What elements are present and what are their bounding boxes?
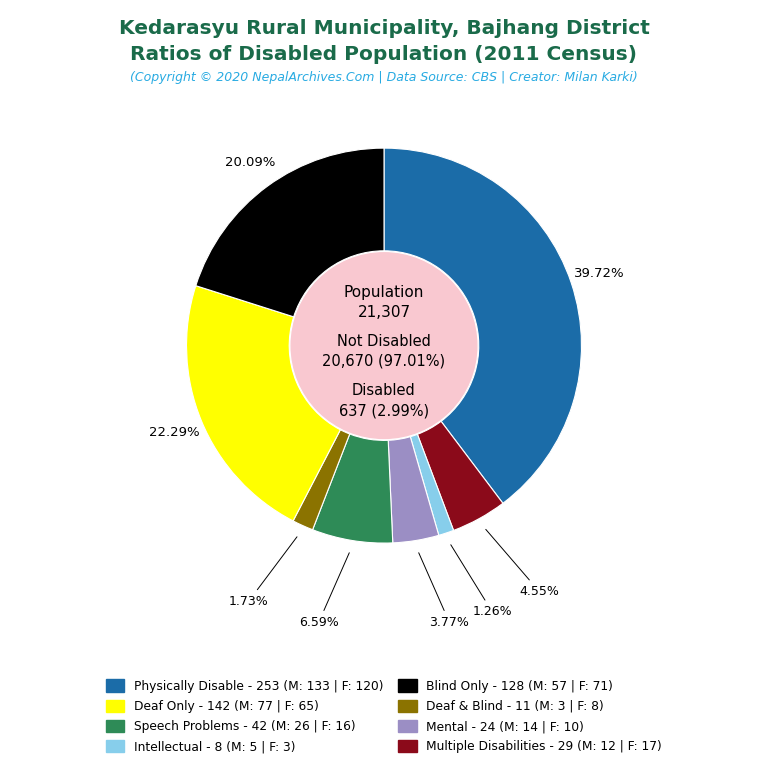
Wedge shape bbox=[187, 286, 340, 521]
Circle shape bbox=[291, 253, 477, 439]
Text: 1.26%: 1.26% bbox=[451, 545, 512, 618]
Text: 39.72%: 39.72% bbox=[574, 267, 624, 280]
Wedge shape bbox=[384, 148, 581, 503]
Text: Kedarasyu Rural Municipality, Bajhang District: Kedarasyu Rural Municipality, Bajhang Di… bbox=[118, 19, 650, 38]
Text: (Copyright © 2020 NepalArchives.Com | Data Source: CBS | Creator: Milan Karki): (Copyright © 2020 NepalArchives.Com | Da… bbox=[130, 71, 638, 84]
Wedge shape bbox=[388, 437, 439, 543]
Wedge shape bbox=[196, 148, 384, 317]
Text: 3.77%: 3.77% bbox=[419, 553, 469, 629]
Wedge shape bbox=[417, 422, 503, 531]
Text: 1.73%: 1.73% bbox=[229, 537, 297, 607]
Text: Population
21,307: Population 21,307 bbox=[344, 285, 424, 319]
Text: 20.09%: 20.09% bbox=[225, 156, 275, 169]
Text: Ratios of Disabled Population (2011 Census): Ratios of Disabled Population (2011 Cens… bbox=[131, 45, 637, 64]
Wedge shape bbox=[293, 430, 349, 530]
Text: 4.55%: 4.55% bbox=[486, 529, 559, 598]
Legend: Physically Disable - 253 (M: 133 | F: 120), Deaf Only - 142 (M: 77 | F: 65), Spe: Physically Disable - 253 (M: 133 | F: 12… bbox=[101, 674, 667, 758]
Text: Not Disabled
20,670 (97.01%): Not Disabled 20,670 (97.01%) bbox=[323, 334, 445, 369]
Wedge shape bbox=[313, 434, 392, 543]
Text: 6.59%: 6.59% bbox=[299, 553, 349, 629]
Text: 22.29%: 22.29% bbox=[149, 426, 200, 439]
Wedge shape bbox=[410, 435, 454, 535]
Text: Disabled
637 (2.99%): Disabled 637 (2.99%) bbox=[339, 383, 429, 419]
